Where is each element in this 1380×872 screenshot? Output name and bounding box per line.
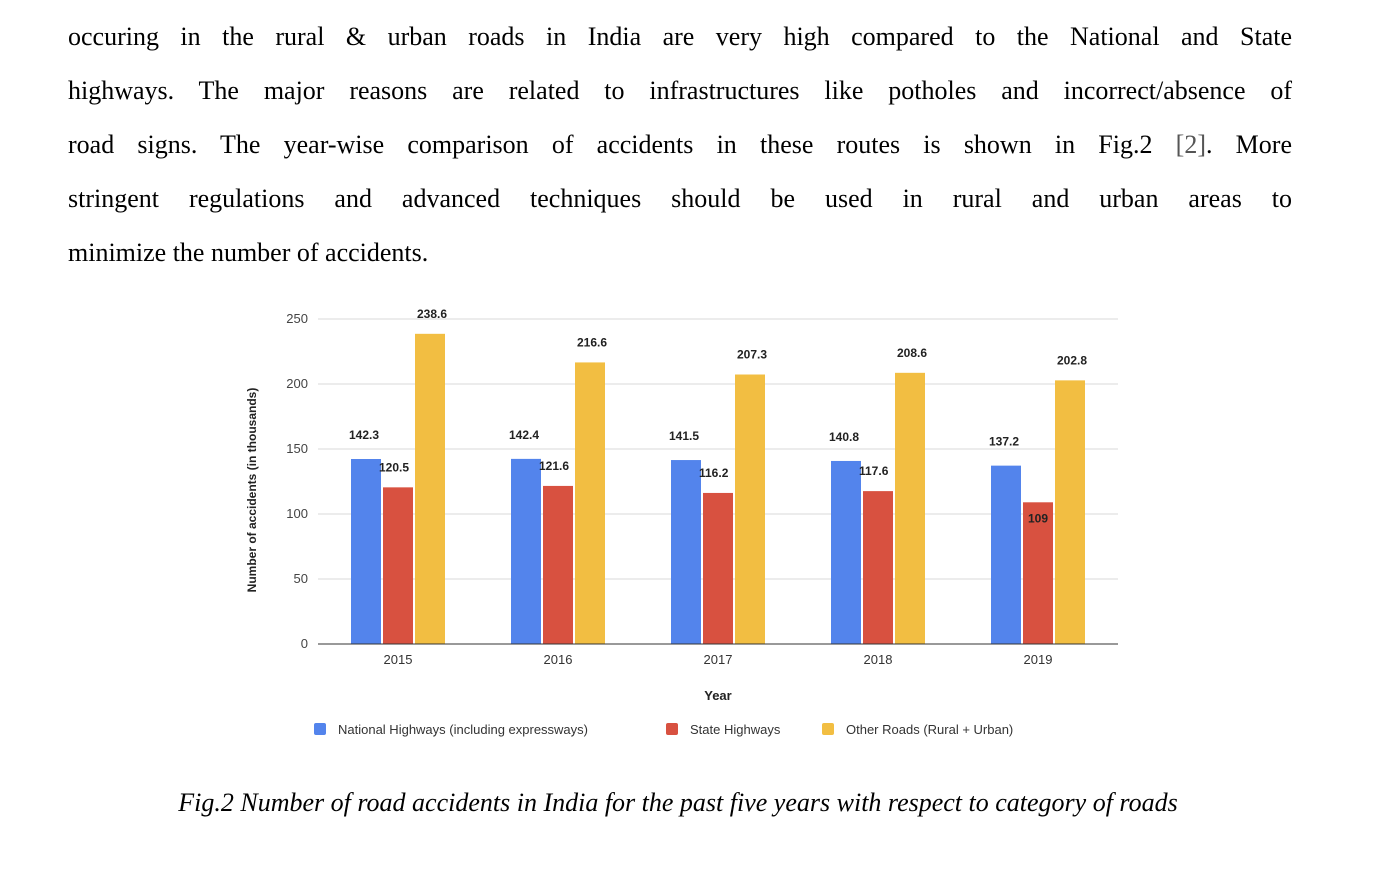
paragraph-line-3: road signs. The year-wise comparison of … [68, 118, 1292, 172]
body-paragraph: occuring in the rural & urban roads in I… [68, 10, 1292, 280]
figure-caption: Fig.2 Number of road accidents in India … [178, 788, 1178, 817]
data-label-2017-series-0: 141.5 [669, 429, 699, 443]
bar-2017-series-2 [735, 374, 765, 644]
legend-label-series-2: Other Roads (Rural + Urban) [846, 722, 1013, 737]
data-label-2018-series-0: 140.8 [829, 430, 859, 444]
x-tick-label-2017: 2017 [704, 652, 733, 667]
bar-2015-series-1 [383, 487, 413, 644]
chart-legend: National Highways (including expressways… [314, 722, 1013, 737]
legend-label-series-0: National Highways (including expressways… [338, 722, 588, 737]
bar-2017-series-0 [671, 460, 701, 644]
x-tick-label-2016: 2016 [544, 652, 573, 667]
bar-2018-series-2 [895, 372, 925, 644]
legend-swatch-series-1 [666, 723, 678, 735]
bar-2016-series-0 [511, 458, 541, 644]
y-tick-label-0: 0 [301, 636, 308, 651]
legend-swatch-series-2 [822, 723, 834, 735]
bar-2016-series-2 [575, 362, 605, 644]
bar-2017-series-1 [703, 492, 733, 644]
y-tick-label-50: 50 [294, 571, 308, 586]
x-tick-label-2018: 2018 [864, 652, 893, 667]
y-tick-label-200: 200 [286, 376, 308, 391]
y-tick-label-150: 150 [286, 441, 308, 456]
y-axis-label: Number of accidents (in thousands) [245, 388, 259, 593]
citation-reference[interactable]: [2] [1175, 130, 1206, 159]
data-label-2015-series-0: 142.3 [349, 428, 379, 442]
x-axis-label: Year [704, 688, 731, 703]
x-tick-label-2015: 2015 [384, 652, 413, 667]
bar-2016-series-1 [543, 485, 573, 644]
y-tick-label-250: 250 [286, 311, 308, 326]
data-label-2015-series-1: 120.5 [379, 460, 409, 474]
data-label-2017-series-1: 116.2 [699, 466, 729, 480]
paragraph-line-2: highways. The major reasons are related … [68, 76, 1292, 105]
data-label-2016-series-1: 121.6 [539, 459, 569, 473]
data-label-2015-series-2: 238.6 [417, 307, 447, 321]
chart-data-labels: 142.3 120.5 238.6 142.4 121.6 216.6 141.5 116.2… [349, 307, 1087, 525]
paragraph-line-3-end: . More [1206, 130, 1292, 159]
paragraph-line-3-text: road signs. The year-wise comparison of … [68, 130, 1153, 159]
chart-axes: 0 50 100 150 200 250 2015 2016 2017 2018 2019 [286, 311, 1118, 667]
legend-swatch-series-0 [314, 723, 326, 735]
bar-2015-series-2 [415, 333, 445, 644]
bar-2018-series-0 [831, 460, 861, 644]
bar-2018-series-1 [863, 491, 893, 644]
y-tick-label-100: 100 [286, 506, 308, 521]
paragraph-line-4: stringent regulations and advanced techn… [68, 184, 1292, 213]
data-label-2016-series-2: 216.6 [577, 335, 607, 349]
data-label-2017-series-2: 207.3 [737, 348, 767, 362]
data-label-2019-series-0: 137.2 [989, 435, 1019, 449]
data-label-2016-series-0: 142.4 [509, 428, 539, 442]
paragraph-line-5: minimize the number of accidents. [68, 238, 429, 267]
legend-label-series-1: State Highways [690, 722, 781, 737]
paragraph-line-1: occuring in the rural & urban roads in I… [68, 22, 1292, 51]
data-label-2018-series-2: 208.6 [897, 346, 927, 360]
bar-2019-series-0 [991, 465, 1021, 644]
data-label-2019-series-2: 202.8 [1057, 353, 1087, 367]
bar-2019-series-2 [1055, 380, 1085, 644]
bar-2019-series-1 [1023, 502, 1053, 644]
chart-bars [351, 333, 1085, 644]
x-tick-label-2019: 2019 [1024, 652, 1053, 667]
bar-2015-series-0 [351, 459, 381, 644]
data-label-2018-series-1: 117.6 [859, 464, 889, 478]
data-label-2019-series-1: 109 [1028, 511, 1048, 525]
